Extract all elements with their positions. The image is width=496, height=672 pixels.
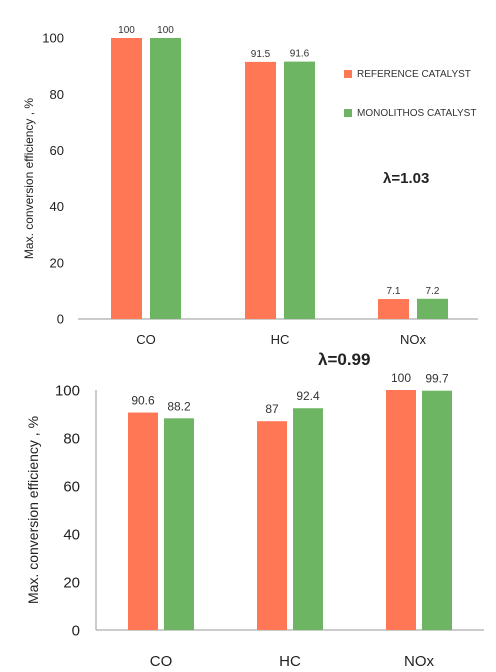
- bar-nox-series-2: [417, 298, 448, 319]
- y-tick-label: 0: [57, 312, 64, 327]
- x-category-label: NOx: [404, 653, 435, 670]
- data-label-co-series-1: 90.6: [131, 394, 155, 408]
- legend: REFERENCE CATALYST MONOLITHOS CATALYST: [344, 67, 476, 120]
- data-label-nox-series-2: 7.2: [426, 286, 440, 297]
- bar-nox-series-1: [386, 390, 416, 630]
- y-tick-label: 0: [72, 622, 80, 639]
- chart-bottom-plot: 0 20 40 60 80 100 Max. conversion efficiency ,…: [25, 371, 484, 670]
- data-label-nox-series-1: 100: [391, 371, 411, 385]
- data-label-hc-series-1: 87: [265, 402, 279, 416]
- data-label-nox-series-1: 7.1: [387, 286, 401, 297]
- y-axis-label: Max. conversion efficiency , %: [25, 416, 41, 604]
- bar-hc-series-1: [245, 61, 276, 319]
- bar-co-series-1: [128, 412, 158, 630]
- bar-co-series-2: [164, 418, 194, 630]
- x-category-label: CO: [150, 653, 173, 670]
- chart-top: 0 20 40 60 80 100 Max. conversion efficiency ,…: [22, 25, 478, 347]
- bar-hc-series-2: [293, 408, 323, 630]
- y-tick-label: 60: [63, 478, 80, 495]
- bar-co-series-2: [150, 38, 181, 319]
- x-category-label: HC: [279, 653, 301, 670]
- x-category-label: CO: [136, 332, 156, 347]
- data-label-nox-series-2: 99.7: [425, 372, 449, 386]
- lambda-annotation-bottom: λ=0.99: [318, 350, 371, 369]
- data-label-co-series-2: 88.2: [167, 399, 191, 413]
- legend-item-reference: REFERENCE CATALYST: [344, 67, 476, 81]
- x-category-label: NOx: [400, 332, 427, 347]
- data-label-hc-series-2: 92.4: [296, 389, 320, 403]
- y-tick-label: 100: [55, 382, 80, 399]
- y-axis-label: Max. conversion efficiency , %: [22, 98, 36, 260]
- y-tick-label: 100: [42, 31, 64, 46]
- y-tick-label: 60: [50, 143, 64, 158]
- legend-label-monolithos: MONOLITHOS CATALYST: [357, 107, 477, 119]
- data-label-co-series-1: 100: [118, 25, 135, 36]
- data-label-hc-series-1: 91.5: [251, 49, 271, 60]
- legend-item-monolithos: MONOLITHOS CATALYST: [344, 106, 476, 120]
- y-tick-label: 80: [63, 430, 80, 447]
- bar-hc-series-2: [284, 61, 315, 319]
- chart-top-plot: 0 20 40 60 80 100 Max. conversion efficiency ,…: [22, 25, 478, 347]
- y-tick-label: 20: [50, 255, 64, 270]
- x-category-label: HC: [271, 332, 290, 347]
- y-tick-label: 40: [50, 199, 64, 214]
- legend-swatch-reference: [344, 70, 352, 78]
- y-tick-label: 80: [50, 87, 64, 102]
- y-tick-label: 20: [63, 574, 80, 591]
- bar-nox-series-1: [378, 299, 409, 319]
- y-tick-label: 40: [63, 526, 80, 543]
- bar-nox-series-2: [422, 390, 452, 630]
- legend-swatch-monolithos: [344, 109, 352, 117]
- data-label-hc-series-2: 91.6: [290, 49, 310, 60]
- chart-bottom: 0 20 40 60 80 100 Max. conversion efficiency ,…: [0, 350, 496, 672]
- lambda-annotation-top: λ=1.03: [383, 170, 430, 187]
- legend-label-reference: REFERENCE CATALYST: [357, 68, 471, 80]
- data-label-co-series-2: 100: [157, 25, 174, 36]
- bar-hc-series-1: [257, 421, 287, 630]
- bar-co-series-1: [111, 38, 142, 319]
